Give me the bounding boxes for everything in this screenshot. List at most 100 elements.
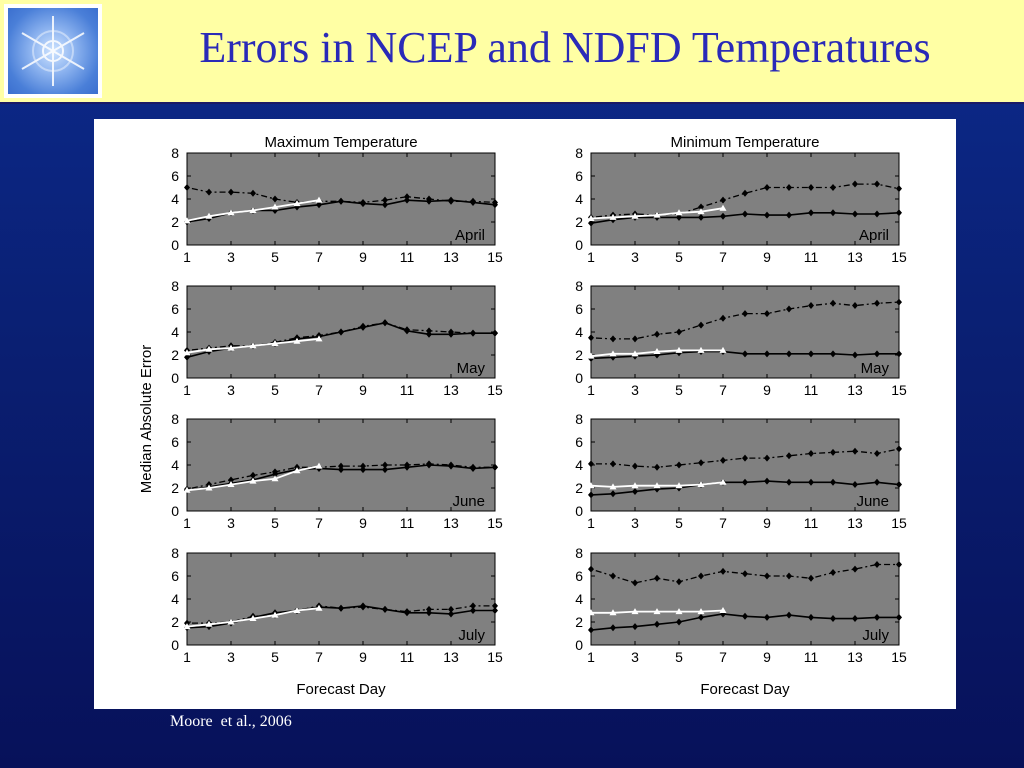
y-tick-label: 4 — [171, 591, 179, 607]
x-tick-label: 7 — [719, 382, 727, 398]
y-tick-label: 8 — [171, 545, 179, 561]
x-tick-label: 11 — [400, 649, 415, 665]
data-point-solid — [676, 618, 682, 626]
y-tick-label: 8 — [575, 278, 583, 294]
data-point-solid — [610, 624, 616, 632]
x-tick-label: 3 — [631, 649, 639, 665]
data-point-white — [249, 342, 257, 349]
x-tick-label: 5 — [271, 515, 279, 531]
data-point-white — [697, 481, 705, 488]
data-point-solid — [338, 197, 344, 205]
data-point-white — [205, 345, 213, 352]
month-label: July — [458, 627, 485, 644]
x-tick-label: 3 — [631, 249, 639, 265]
x-tick-label: 13 — [443, 515, 459, 531]
data-point-solid — [448, 330, 454, 338]
data-point-dotted — [720, 314, 726, 322]
data-point-white — [205, 484, 213, 491]
x-tick-label: 1 — [587, 382, 595, 398]
series-line-dotted — [590, 563, 899, 584]
x-tick-label: 5 — [271, 249, 279, 265]
data-point-dotted — [896, 298, 902, 306]
data-point-white — [719, 607, 727, 613]
y-tick-label: 0 — [171, 503, 179, 519]
month-label: April — [859, 227, 889, 244]
data-point-dotted — [382, 196, 388, 204]
data-point-white — [675, 608, 683, 615]
y-tick-label: 4 — [575, 591, 583, 607]
y-tick-label: 0 — [575, 370, 583, 386]
data-point-dotted — [610, 335, 616, 343]
x-tick-label: 7 — [719, 515, 727, 531]
y-tick-label: 2 — [575, 614, 583, 630]
x-tick-label: 9 — [359, 382, 367, 398]
data-point-solid — [610, 490, 616, 498]
data-point-white — [227, 481, 235, 488]
data-point-solid — [896, 481, 902, 489]
x-tick-label: 7 — [315, 649, 323, 665]
x-tick-label: 15 — [891, 249, 907, 265]
data-point-dotted — [720, 567, 726, 575]
x-tick-label: 11 — [804, 382, 819, 398]
data-point-white — [205, 620, 213, 627]
data-point-dotted — [448, 605, 454, 613]
x-tick-label: 15 — [487, 649, 503, 665]
data-point-white — [183, 217, 191, 224]
data-point-dotted — [896, 445, 902, 453]
data-point-dotted — [250, 471, 256, 479]
data-point-dotted — [786, 184, 792, 191]
data-point-dotted — [698, 321, 704, 329]
data-point-solid — [742, 478, 748, 486]
data-point-white — [293, 200, 301, 207]
data-point-dotted — [588, 334, 594, 342]
y-tick-label: 2 — [171, 614, 179, 630]
x-tick-label: 3 — [227, 515, 235, 531]
y-tick-label: 4 — [575, 457, 583, 473]
data-point-white — [631, 482, 639, 489]
data-point-dotted — [896, 185, 902, 193]
x-tick-label: 9 — [763, 382, 771, 398]
x-tick-label: 1 — [587, 515, 595, 531]
y-tick-label: 2 — [171, 214, 179, 230]
data-point-white — [183, 486, 191, 493]
data-point-solid — [764, 350, 770, 358]
y-tick-label: 6 — [171, 434, 179, 450]
month-label: June — [856, 493, 889, 510]
data-point-solid — [764, 211, 770, 219]
data-point-solid — [360, 323, 366, 331]
y-tick-label: 4 — [575, 324, 583, 340]
data-point-dotted — [874, 299, 880, 307]
data-point-dotted — [720, 456, 726, 464]
data-point-white — [697, 608, 705, 615]
data-point-dotted — [588, 565, 594, 573]
y-tick-label: 6 — [575, 168, 583, 184]
data-point-dotted — [742, 189, 748, 197]
data-point-solid — [404, 609, 410, 617]
data-point-dotted — [742, 310, 748, 318]
data-point-white — [609, 609, 617, 616]
data-point-solid — [786, 611, 792, 619]
data-point-solid — [808, 613, 814, 621]
data-point-solid — [448, 462, 454, 470]
data-point-white — [293, 607, 301, 613]
data-point-white — [315, 335, 323, 342]
data-point-dotted — [382, 461, 388, 469]
x-tick-label: 1 — [183, 249, 191, 265]
snowflake-icon-image — [8, 8, 98, 94]
x-tick-label: 1 — [587, 249, 595, 265]
data-point-dotted — [632, 335, 638, 343]
y-tick-label: 8 — [171, 411, 179, 427]
data-point-white — [315, 462, 323, 469]
x-tick-label: 7 — [719, 249, 727, 265]
y-tick-label: 0 — [171, 370, 179, 386]
data-point-white — [227, 344, 235, 351]
data-point-solid — [852, 615, 858, 623]
data-point-white — [697, 208, 705, 215]
y-tick-label: 8 — [575, 411, 583, 427]
data-point-dotted — [676, 328, 682, 336]
data-point-white — [271, 203, 279, 210]
data-point-white — [183, 349, 191, 356]
data-point-solid — [338, 328, 344, 336]
data-point-solid — [896, 209, 902, 217]
data-point-solid — [896, 613, 902, 621]
